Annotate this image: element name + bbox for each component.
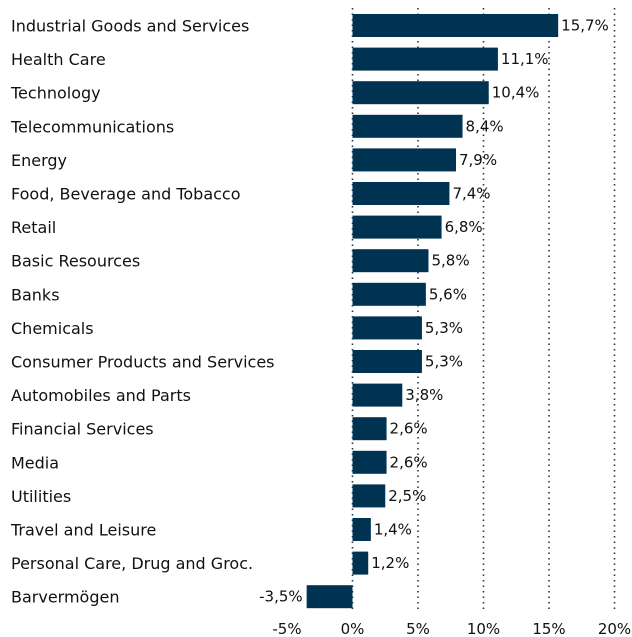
- bar: [353, 316, 422, 339]
- category-label: Chemicals: [11, 319, 94, 338]
- value-label: 8,4%: [466, 117, 504, 135]
- category-label: Food, Beverage and Tobacco: [11, 185, 241, 204]
- value-label: 5,3%: [425, 353, 463, 371]
- bar: [353, 115, 463, 138]
- value-label: 5,6%: [429, 285, 467, 303]
- bar: [353, 48, 498, 71]
- category-label: Energy: [11, 151, 67, 170]
- category-label: Personal Care, Drug and Groc.: [11, 554, 253, 573]
- bar: [353, 216, 442, 239]
- category-label: Telecommunications: [10, 117, 174, 136]
- category-label: Health Care: [11, 50, 106, 69]
- category-label: Media: [11, 453, 59, 472]
- value-label: 6,8%: [445, 218, 483, 236]
- bar: [353, 417, 387, 440]
- value-label: 1,4%: [374, 521, 412, 539]
- x-axis-tick-labels: -5% 0% 5% 10% 15% 20%: [272, 620, 631, 637]
- bar: [353, 81, 489, 104]
- bar: [353, 350, 422, 373]
- value-label: 5,3%: [425, 319, 463, 337]
- value-label: -3,5%: [259, 588, 303, 606]
- x-tick-label: 20%: [598, 620, 631, 637]
- bar: [353, 518, 371, 541]
- bar: [353, 283, 426, 306]
- category-label: Barvermögen: [11, 588, 119, 607]
- category-label: Automobiles and Parts: [11, 386, 191, 405]
- value-label: 7,9%: [459, 151, 497, 169]
- x-tick-label: -5%: [272, 620, 301, 637]
- category-label: Consumer Products and Services: [11, 353, 275, 372]
- value-label: 10,4%: [492, 84, 540, 102]
- x-tick-label: 0%: [341, 620, 365, 637]
- bar: [353, 14, 559, 37]
- value-label: 2,6%: [390, 420, 428, 438]
- bar: [353, 249, 429, 272]
- value-label: 15,7%: [561, 17, 609, 35]
- x-tick-label: 5%: [406, 620, 430, 637]
- bar: [353, 148, 456, 171]
- bar: [353, 384, 403, 407]
- value-label: 5,8%: [431, 252, 469, 270]
- bar: [353, 451, 387, 474]
- value-label: 2,6%: [390, 453, 428, 471]
- x-tick-label: 15%: [532, 620, 565, 637]
- category-label: Industrial Goods and Services: [11, 17, 249, 36]
- value-label: 7,4%: [452, 185, 490, 203]
- category-label: Banks: [11, 285, 60, 304]
- bars: [307, 14, 559, 608]
- bar: [353, 182, 450, 205]
- category-label: Utilities: [11, 487, 71, 506]
- value-label: 1,2%: [371, 554, 409, 572]
- bar: [307, 585, 353, 608]
- category-label: Travel and Leisure: [10, 521, 156, 540]
- category-label: Basic Resources: [11, 252, 140, 271]
- x-tick-label: 10%: [467, 620, 500, 637]
- bar: [353, 484, 386, 507]
- value-label: 2,5%: [388, 487, 426, 505]
- category-label: Retail: [11, 218, 56, 237]
- bar: [353, 552, 369, 575]
- value-label: 3,8%: [405, 386, 443, 404]
- category-label: Financial Services: [11, 420, 154, 439]
- category-label: Technology: [10, 84, 101, 103]
- value-labels: 15,7% 11,1% 10,4% 8,4% 7,9% 7,4% 6,8% 5,8% 5,6% 5…: [259, 17, 609, 606]
- category-labels: Industrial Goods and Services Health Care…: [10, 17, 275, 607]
- value-label: 11,1%: [501, 50, 549, 68]
